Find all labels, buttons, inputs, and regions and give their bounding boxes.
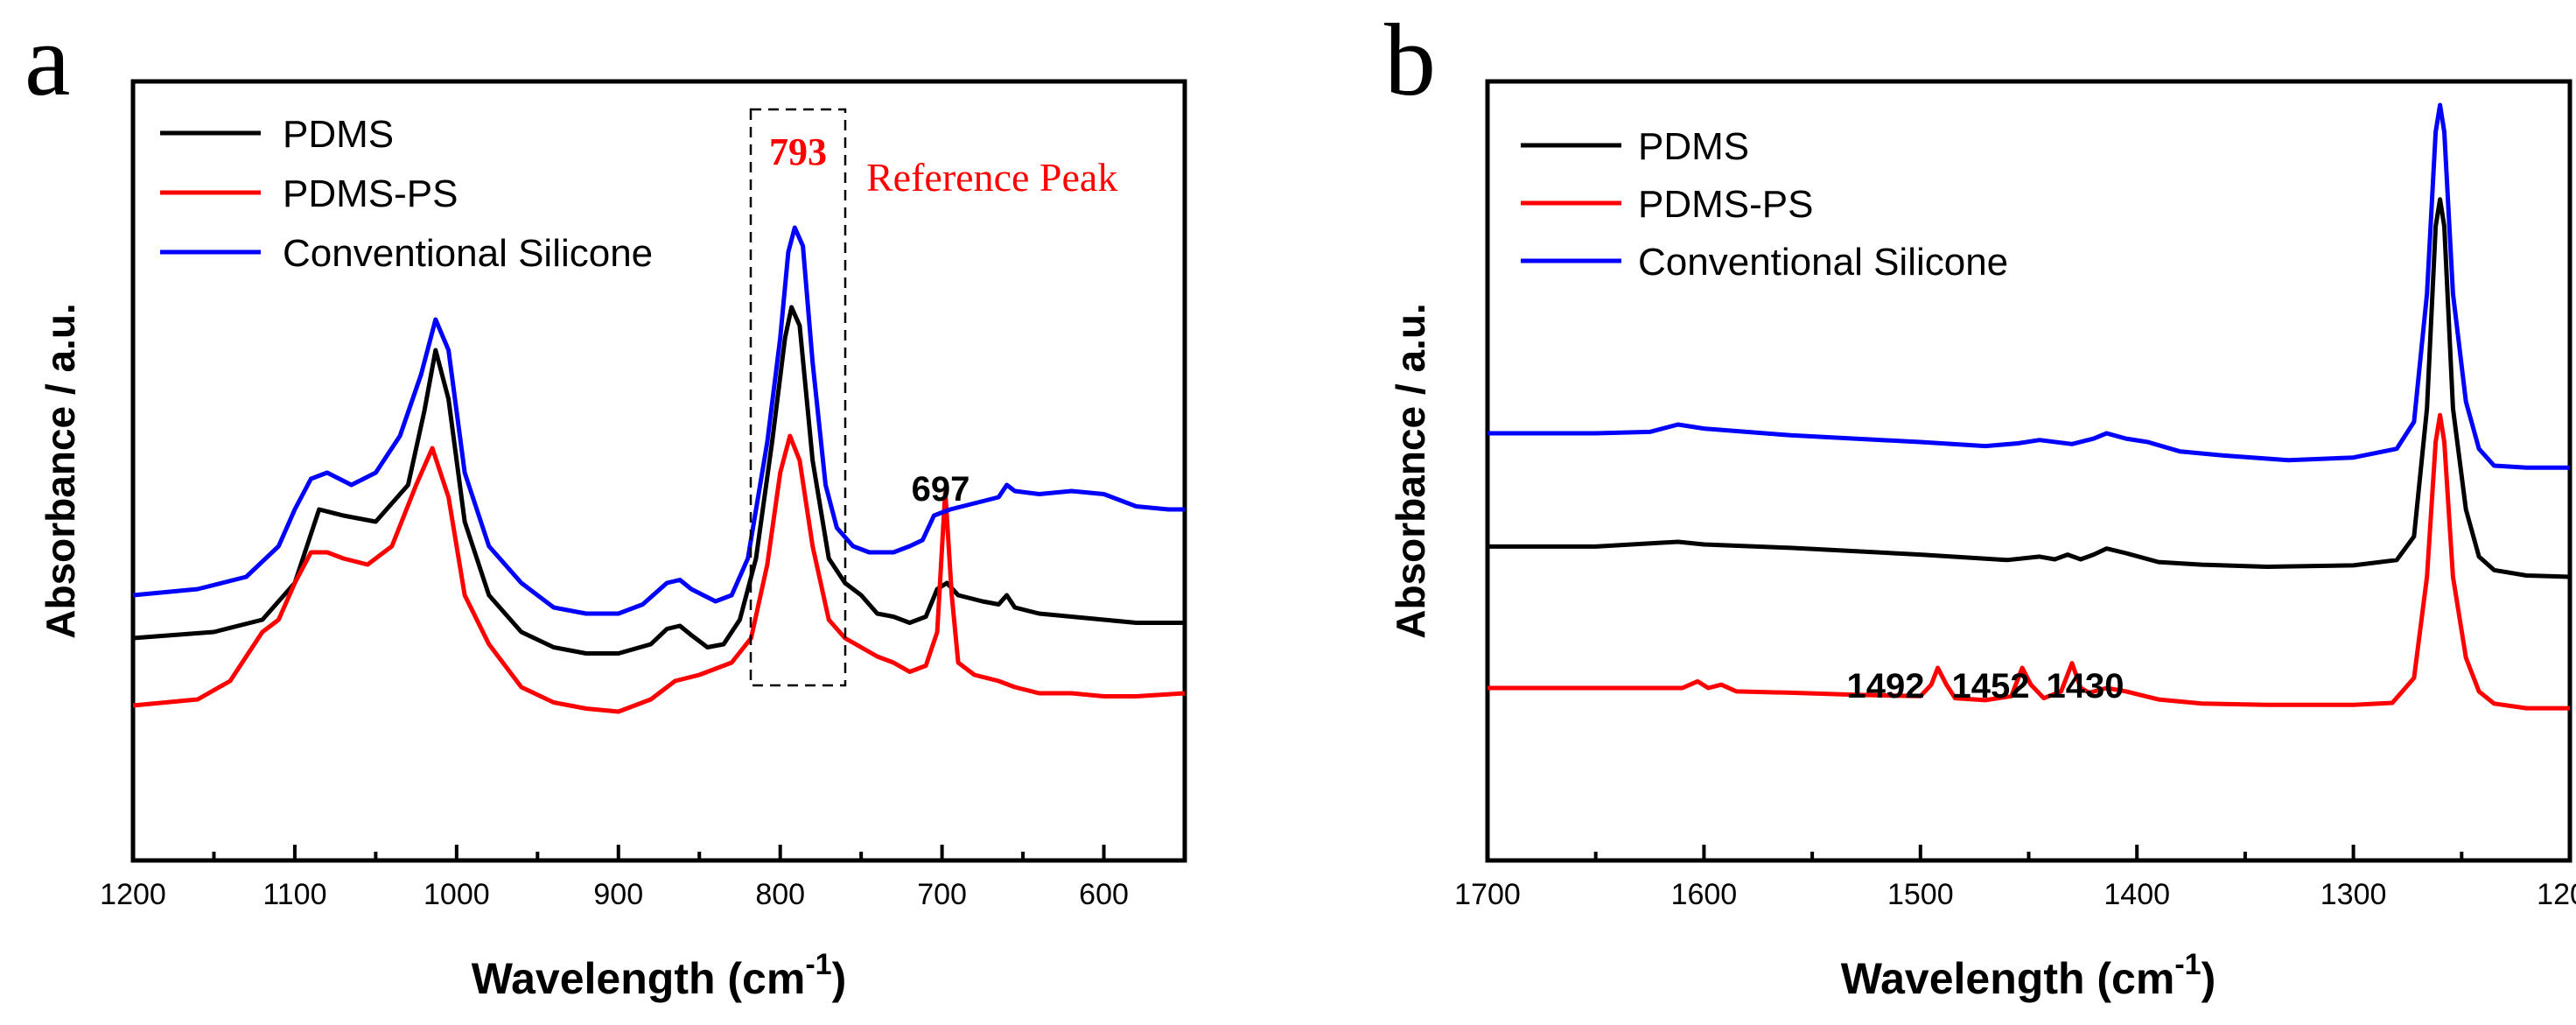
x-tick-label-b-1700: 1700 (1454, 878, 1521, 911)
series-line-a-pdms (132, 305, 1185, 656)
series-line-b-pdms-ps (1488, 412, 2570, 711)
x-tick-labels-b: 1700 1600 1500 1400 1300 1200 (1454, 878, 2576, 911)
annotation-reference-peak: Reference Peak (866, 155, 1117, 200)
legend-label-silicone-a: Conventional Silicone (283, 232, 653, 275)
x-tick-label-a-600: 600 (1079, 878, 1129, 911)
x-axis-label-b: Wavelength (cm-1) (1841, 948, 2216, 1003)
x-tick-label-b-1300: 1300 (2320, 878, 2387, 911)
x-ticks-b (1486, 845, 2572, 860)
x-tick-label-b-1600: 1600 (1671, 878, 1738, 911)
legend-b: PDMS PDMS-PS Conventional Silicone (1521, 125, 2008, 284)
series-line-b-conventional-silicone (1488, 102, 2570, 470)
x-axis-label-sup-a: -1 (805, 948, 831, 981)
x-tick-labels-a: 1200 1100 1000 900 800 700 600 (100, 878, 1129, 911)
x-ticks-a (131, 845, 1106, 860)
legend-label-pdms-a: PDMS (283, 113, 394, 156)
panel-label-a: a (24, 3, 70, 117)
annotation-793: 793 (769, 130, 827, 173)
x-axis-label-close-b: ) (2202, 954, 2216, 1003)
x-tick-label-a-1200: 1200 (100, 878, 166, 911)
x-tick-label-a-800: 800 (755, 878, 805, 911)
legend-label-pdms-ps-a: PDMS-PS (283, 172, 458, 215)
y-axis-label-b: Absorbance / a.u. (1388, 303, 1433, 638)
x-axis-label-a: Wavelength (cm-1) (472, 948, 846, 1003)
x-tick-label-b-1500: 1500 (1887, 878, 1954, 911)
x-tick-label-a-1000: 1000 (424, 878, 490, 911)
reference-peak-box (749, 108, 847, 687)
series-line-b-pdms (1488, 197, 2571, 579)
x-axis-label-text-b: Wavelength (cm (1841, 954, 2175, 1003)
series-line-a-pdms-ps (132, 433, 1186, 714)
plot-frame-a (130, 79, 1187, 863)
x-tick-label-b-1200: 1200 (2537, 878, 2576, 911)
annotation-697: 697 (912, 470, 970, 509)
legend-label-pdms-b: PDMS (1638, 125, 1749, 168)
panel-a: a 1200 1100 1000 900 800 700 600 793 Reference… (24, 3, 1187, 1003)
x-axis-label-close-a: ) (832, 954, 847, 1003)
legend-a: PDMS PDMS-PS Conventional Silicone (160, 113, 653, 275)
legend-label-silicone-b: Conventional Silicone (1638, 241, 2008, 284)
x-axis-label-sup-b: -1 (2174, 948, 2201, 981)
panel-label-b: b (1384, 3, 1436, 117)
series-lines-a (132, 225, 1186, 714)
x-tick-label-a-1100: 1100 (262, 878, 326, 911)
legend-label-pdms-ps-b: PDMS-PS (1638, 183, 1813, 226)
series-line-a-conventional-silicone (132, 225, 1185, 616)
annotation-1452: 1452 (1952, 667, 2030, 706)
x-tick-label-b-1400: 1400 (2104, 878, 2170, 911)
x-tick-label-a-900: 900 (593, 878, 643, 911)
x-tick-label-a-700: 700 (917, 878, 967, 911)
y-axis-label-a: Absorbance / a.u. (38, 303, 83, 638)
annotation-1430: 1430 (2047, 667, 2124, 706)
annotation-1492: 1492 (1847, 667, 1925, 706)
x-axis-label-text-a: Wavelength (cm (472, 954, 806, 1003)
panel-b: b 1700 1600 1500 1400 1300 1200 1492 1452 143… (1384, 3, 2576, 1003)
series-lines-b (1488, 102, 2571, 711)
